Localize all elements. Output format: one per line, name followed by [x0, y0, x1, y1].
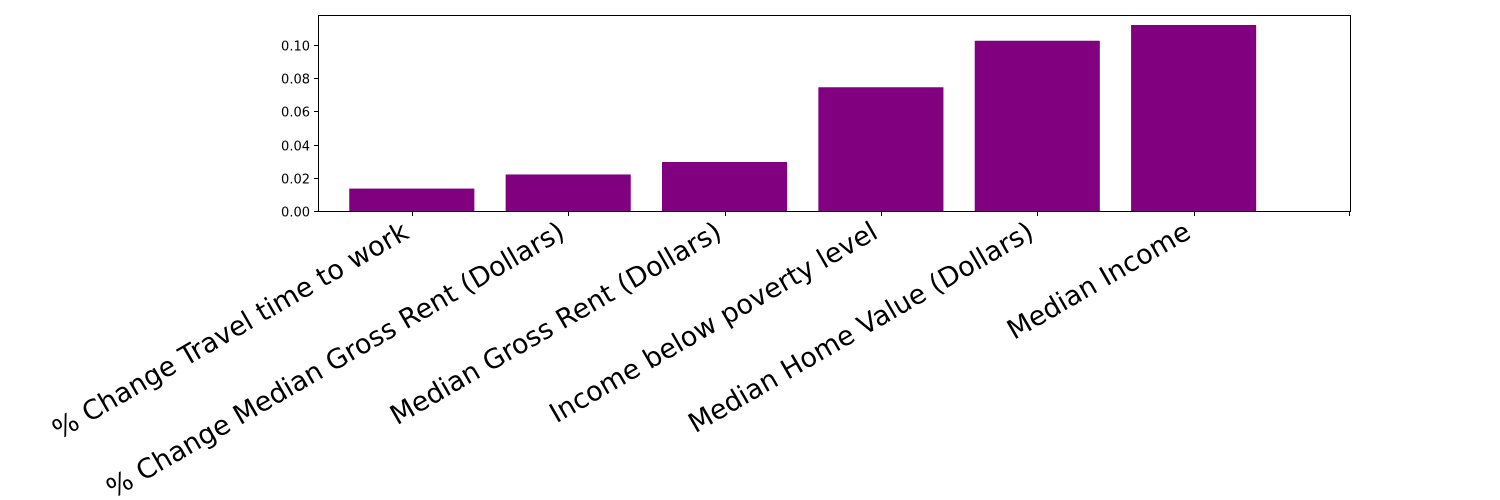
- y-tick-label: 0.00: [281, 206, 310, 221]
- bar-2: [505, 174, 631, 211]
- bar-1: [349, 188, 475, 211]
- bar-5: [974, 40, 1100, 211]
- y-tick-label: 0.10: [281, 40, 310, 55]
- bar-3: [662, 162, 788, 211]
- y-tick-label: 0.08: [281, 73, 310, 88]
- plot-area-frame: [318, 15, 1351, 212]
- y-tick-label: 0.02: [281, 173, 310, 188]
- bar-4: [818, 87, 944, 211]
- y-tick-label: 0.04: [281, 140, 310, 155]
- y-axis: 0.00 0.02 0.04 0.06 0.08 0.10: [281, 40, 319, 221]
- bars-layer: [349, 24, 1257, 211]
- y-tick-label: 0.06: [281, 106, 310, 121]
- bar-6: [1131, 24, 1257, 211]
- x-axis: % Change Travel time to work% Change Med…: [47, 211, 1350, 500]
